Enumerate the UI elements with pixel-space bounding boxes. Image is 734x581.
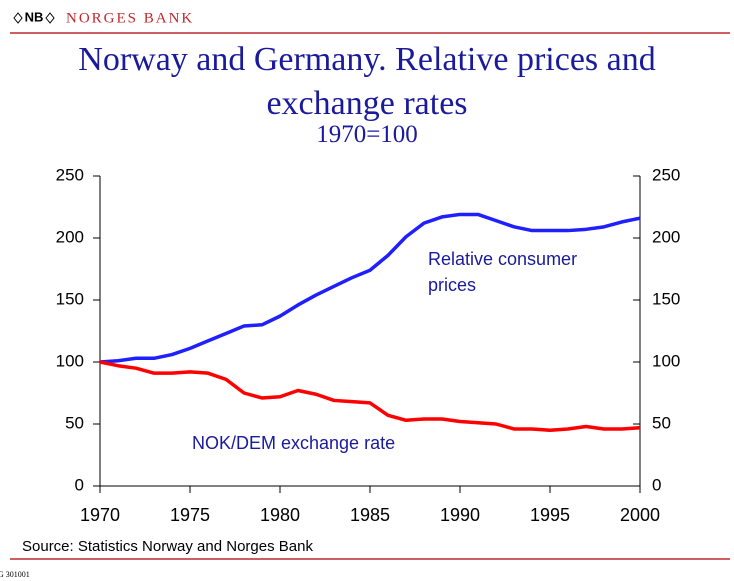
y2-tick-label: 100 bbox=[652, 351, 680, 370]
x-tick-label: 1990 bbox=[440, 505, 480, 525]
y-tick-label: 50 bbox=[65, 413, 84, 432]
bank-name: NORGES BANK bbox=[66, 10, 194, 26]
y-tick-label: 0 bbox=[75, 475, 84, 494]
source: Source: Statistics Norway and Norges Ban… bbox=[22, 538, 313, 555]
footnote: G 301001 bbox=[0, 570, 30, 579]
x-tick-label: 1975 bbox=[170, 505, 210, 525]
x-tick-label: 2000 bbox=[620, 505, 660, 525]
x-tick-label: 1995 bbox=[530, 505, 570, 525]
x-tick-label: 1980 bbox=[260, 505, 300, 525]
series-label: NOK/DEM exchange rate bbox=[192, 433, 396, 453]
y2-tick-label: 0 bbox=[652, 475, 661, 494]
series-line bbox=[99, 360, 641, 432]
series-label: Relative consumer prices bbox=[428, 249, 578, 295]
x-tick-label: 1970 bbox=[80, 505, 120, 525]
logo-text: NB bbox=[25, 9, 44, 24]
chart-title: Norway and Germany. Relative prices and … bbox=[78, 41, 656, 122]
y-tick-label: 250 bbox=[56, 165, 84, 184]
logo bbox=[13, 12, 55, 24]
y2-tick-label: 250 bbox=[652, 165, 680, 184]
y2-tick-label: 150 bbox=[652, 289, 680, 308]
x-tick-label: 1985 bbox=[350, 505, 390, 525]
y-tick-label: 150 bbox=[56, 289, 84, 308]
series-line bbox=[99, 212, 641, 364]
y2-tick-label: 200 bbox=[652, 227, 680, 246]
y-tick-label: 200 bbox=[56, 227, 84, 246]
y2-tick-label: 50 bbox=[652, 413, 671, 432]
chart-subtitle: 1970=100 bbox=[316, 121, 418, 148]
y-tick-label: 100 bbox=[56, 351, 84, 370]
